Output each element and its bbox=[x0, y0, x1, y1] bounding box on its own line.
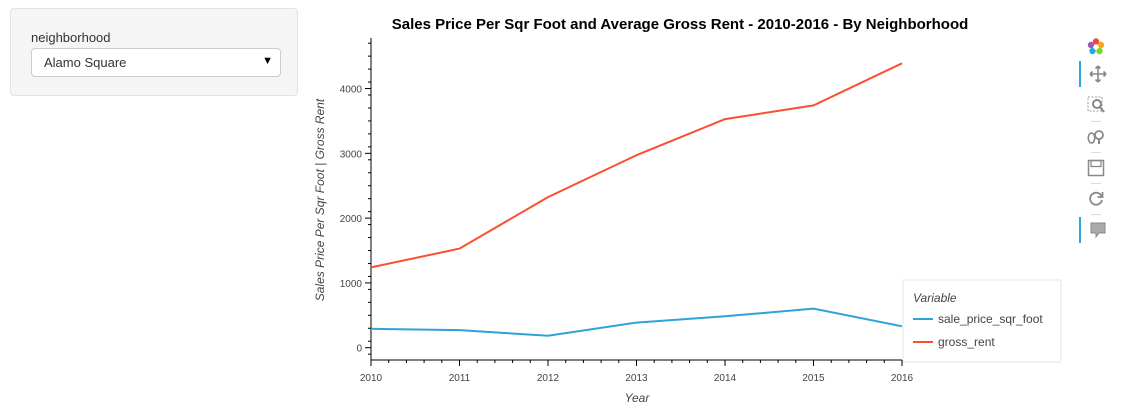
bokeh-logo-icon bbox=[1087, 38, 1105, 55]
y-tick-label: 4000 bbox=[340, 85, 363, 96]
x-tick-label: 2011 bbox=[449, 373, 471, 384]
bokeh-logo[interactable] bbox=[1079, 34, 1111, 60]
neighborhood-select[interactable]: Alamo Square ▼ bbox=[31, 48, 281, 77]
series-line-sale-price-sqr-foot bbox=[370, 307, 903, 337]
y-axis-label: Sales Price Per Sqr Foot | Gross Rent bbox=[313, 98, 327, 301]
hover-icon bbox=[1090, 222, 1106, 239]
widget-panel: neighborhood Alamo Square ▼ bbox=[10, 8, 298, 96]
chart-title: Sales Price Per Sqr Foot and Average Gro… bbox=[392, 16, 969, 33]
box-zoom-icon bbox=[1087, 96, 1105, 113]
x-tick-label: 2014 bbox=[714, 373, 737, 384]
pan-icon bbox=[1089, 65, 1107, 83]
x-tick-label: 2013 bbox=[625, 373, 648, 384]
y-tick-label: 3000 bbox=[340, 149, 363, 160]
pan-tool[interactable] bbox=[1079, 61, 1111, 87]
y-tick-label: 2000 bbox=[340, 214, 363, 225]
wheel-zoom-icon bbox=[1087, 130, 1104, 144]
series-lines bbox=[370, 62, 903, 337]
reset-icon bbox=[1089, 191, 1104, 206]
toolbar bbox=[1079, 30, 1113, 250]
neighborhood-select-value: Alamo Square bbox=[44, 55, 127, 70]
legend-box bbox=[902, 279, 1062, 363]
y-tick-label: 0 bbox=[356, 344, 362, 355]
x-tick-label: 2015 bbox=[802, 373, 825, 384]
wheel-zoom-tool[interactable] bbox=[1079, 124, 1111, 150]
y-tick-label: 1000 bbox=[340, 279, 363, 290]
legend-title: Variable bbox=[913, 291, 957, 305]
hover-tool[interactable] bbox=[1079, 217, 1111, 243]
save-tool[interactable] bbox=[1079, 155, 1111, 181]
x-tick-label: 2010 bbox=[360, 373, 383, 384]
save-icon bbox=[1087, 159, 1105, 177]
neighborhood-label: neighborhood bbox=[31, 30, 111, 45]
legend-label-sale-price: sale_price_sqr_foot bbox=[938, 312, 1043, 326]
axes: 0 1000 2000 3000 4000 2010 2011 2012 2013 2014 201… bbox=[340, 38, 914, 384]
legend-label-gross-rent: gross_rent bbox=[938, 335, 995, 349]
box-zoom-tool[interactable] bbox=[1079, 92, 1111, 118]
reset-tool[interactable] bbox=[1079, 186, 1111, 212]
x-tick-label: 2012 bbox=[537, 373, 560, 384]
x-axis-label: Year bbox=[625, 391, 651, 405]
legend: Variable sale_price_sqr_foot gross_rent bbox=[902, 279, 1062, 363]
chevron-down-icon: ▼ bbox=[262, 55, 273, 67]
series-line-gross-rent bbox=[370, 62, 903, 269]
x-tick-label: 2016 bbox=[891, 373, 914, 384]
